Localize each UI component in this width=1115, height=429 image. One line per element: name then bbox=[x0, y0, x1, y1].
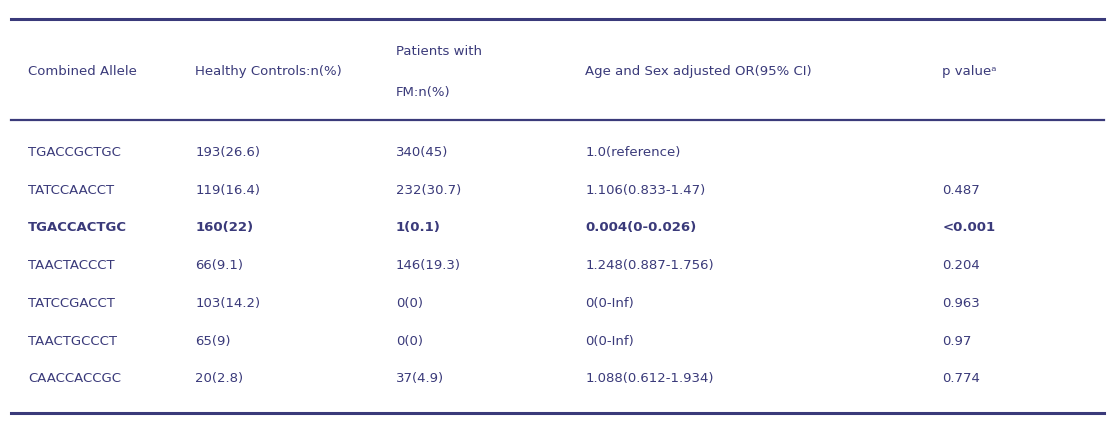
Text: Healthy Controls:n(%): Healthy Controls:n(%) bbox=[195, 65, 342, 78]
Text: <0.001: <0.001 bbox=[942, 221, 996, 234]
Text: FM:n(%): FM:n(%) bbox=[396, 86, 450, 99]
Text: 0.487: 0.487 bbox=[942, 184, 980, 196]
Text: 0(0): 0(0) bbox=[396, 297, 423, 310]
Text: 146(19.3): 146(19.3) bbox=[396, 259, 460, 272]
Text: TATCCGACCT: TATCCGACCT bbox=[28, 297, 115, 310]
Text: 0(0-Inf): 0(0-Inf) bbox=[585, 297, 634, 310]
Text: 0.204: 0.204 bbox=[942, 259, 980, 272]
Text: 160(22): 160(22) bbox=[195, 221, 253, 234]
Text: TAACTACCCT: TAACTACCCT bbox=[28, 259, 115, 272]
Text: 1.248(0.887-1.756): 1.248(0.887-1.756) bbox=[585, 259, 714, 272]
Text: 119(16.4): 119(16.4) bbox=[195, 184, 260, 196]
Text: 1.0(reference): 1.0(reference) bbox=[585, 146, 681, 159]
Text: 0.963: 0.963 bbox=[942, 297, 980, 310]
Text: 1(0.1): 1(0.1) bbox=[396, 221, 440, 234]
Text: 0.004(0-0.026): 0.004(0-0.026) bbox=[585, 221, 697, 234]
Text: 232(30.7): 232(30.7) bbox=[396, 184, 462, 196]
Text: p valueᵃ: p valueᵃ bbox=[942, 65, 997, 78]
Text: 0(0): 0(0) bbox=[396, 335, 423, 347]
Text: 340(45): 340(45) bbox=[396, 146, 448, 159]
Text: TGACCGCTGC: TGACCGCTGC bbox=[28, 146, 120, 159]
Text: Patients with: Patients with bbox=[396, 45, 482, 58]
Text: TGACCACTGC: TGACCACTGC bbox=[28, 221, 127, 234]
Text: 1.106(0.833-1.47): 1.106(0.833-1.47) bbox=[585, 184, 706, 196]
Text: 66(9.1): 66(9.1) bbox=[195, 259, 243, 272]
Text: TATCCAACCT: TATCCAACCT bbox=[28, 184, 114, 196]
Text: 37(4.9): 37(4.9) bbox=[396, 372, 444, 385]
Text: 0.774: 0.774 bbox=[942, 372, 980, 385]
Text: TAACTGCCCT: TAACTGCCCT bbox=[28, 335, 117, 347]
Text: 65(9): 65(9) bbox=[195, 335, 231, 347]
Text: 193(26.6): 193(26.6) bbox=[195, 146, 260, 159]
Text: 20(2.8): 20(2.8) bbox=[195, 372, 243, 385]
Text: Age and Sex adjusted OR(95% CI): Age and Sex adjusted OR(95% CI) bbox=[585, 65, 812, 78]
Text: 0(0-Inf): 0(0-Inf) bbox=[585, 335, 634, 347]
Text: 103(14.2): 103(14.2) bbox=[195, 297, 260, 310]
Text: Combined Allele: Combined Allele bbox=[28, 65, 137, 78]
Text: CAACCACCGC: CAACCACCGC bbox=[28, 372, 120, 385]
Text: 1.088(0.612-1.934): 1.088(0.612-1.934) bbox=[585, 372, 714, 385]
Text: 0.97: 0.97 bbox=[942, 335, 971, 347]
